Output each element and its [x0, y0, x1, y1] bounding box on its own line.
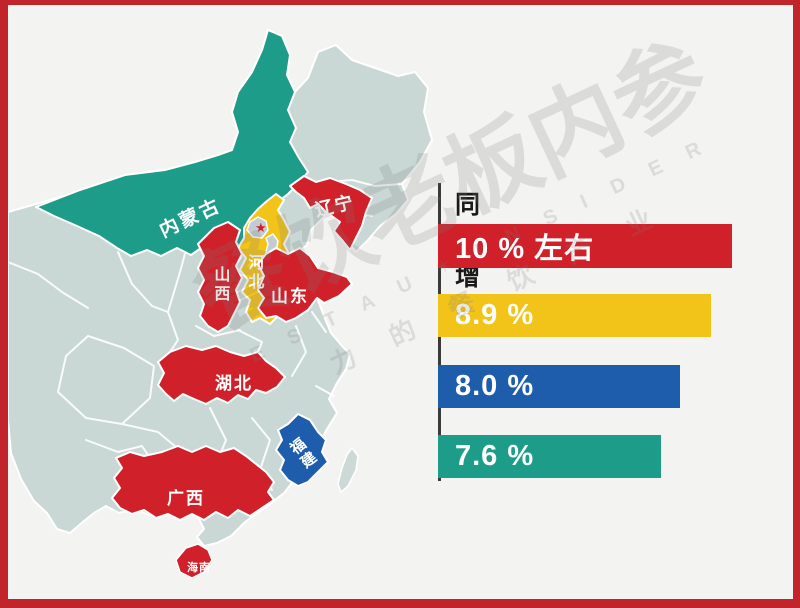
map-province-neimenggu[interactable]	[35, 29, 309, 257]
map-province-liaoning[interactable]	[289, 175, 373, 251]
growth-bar-red-label: 10 % 左右	[455, 233, 595, 265]
growth-bar-teal-label: 7.6 %	[455, 440, 535, 472]
page-background: 内蒙古 辽宁 河北 山西 山东 湖北 福建 广西 海南 ★ 同比增长 10 % …	[8, 5, 793, 599]
growth-bar-blue: 8.0 %	[438, 365, 680, 408]
province-label-shandong: 山东	[271, 287, 309, 306]
map-province-hainan[interactable]	[175, 543, 213, 579]
map-province-shanxi[interactable]	[197, 221, 243, 333]
province-label-hubei: 湖北	[215, 374, 253, 393]
map-province-hubei[interactable]	[157, 345, 286, 405]
growth-bar-yellow-label: 8.9 %	[455, 299, 535, 331]
growth-bar-red: 10 % 左右	[438, 224, 732, 268]
growth-bar-teal: 7.6 %	[438, 435, 661, 478]
map-beijing[interactable]	[246, 216, 269, 239]
beijing-star-icon: ★	[255, 220, 267, 235]
province-label-shanxi: 山西	[211, 266, 229, 304]
map-taiwan	[337, 446, 359, 494]
province-label-hebei: 河北	[245, 254, 263, 292]
province-label-hainan: 海南	[187, 562, 211, 574]
province-label-guangxi: 广西	[167, 489, 205, 508]
growth-bar-blue-label: 8.0 %	[455, 370, 535, 402]
growth-bar-yellow: 8.9 %	[438, 294, 711, 337]
map-province-shandong[interactable]	[257, 247, 353, 323]
map-province-guangxi[interactable]	[111, 445, 275, 521]
map-province-fujian[interactable]	[275, 413, 329, 487]
china-map	[8, 29, 433, 579]
